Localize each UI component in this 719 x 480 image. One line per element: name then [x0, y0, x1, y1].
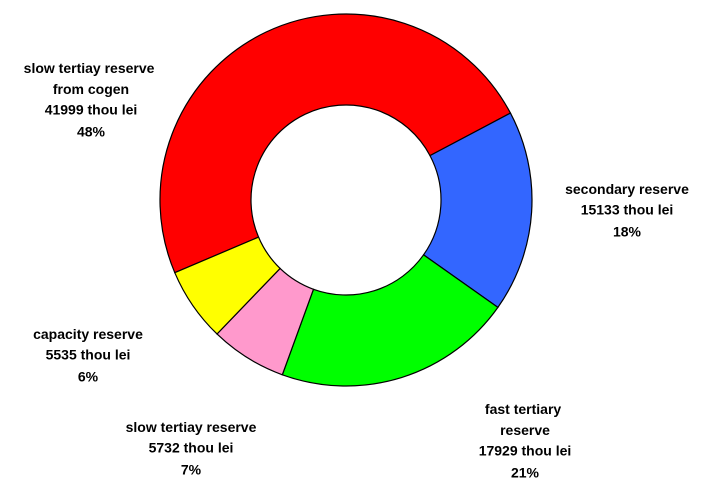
value-label: 17929 thou lei: [479, 443, 572, 459]
label-line: reserve: [500, 422, 550, 438]
percent-label: 6%: [78, 369, 99, 385]
slice-label: capacity reserve: [33, 326, 143, 342]
label-line: from cogen: [53, 81, 129, 97]
percent-label: 48%: [77, 124, 106, 140]
value-label: 41999 thou lei: [45, 102, 138, 118]
percent-label: 21%: [511, 465, 540, 480]
slice-label: slow tertiay reserve from cogen: [24, 60, 159, 97]
value-label: 15133 thou lei: [581, 202, 674, 218]
label-line: slow tertiay reserve: [126, 419, 257, 435]
percent-label: 7%: [181, 462, 202, 478]
slice: [422, 112, 533, 309]
label-line: secondary reserve: [565, 181, 689, 197]
label-line: slow tertiay reserve: [24, 60, 159, 76]
label-line: capacity reserve: [33, 326, 143, 342]
value-label: 5535 thou lei: [46, 347, 131, 363]
slice-label: fast tertiary reserve: [485, 401, 565, 438]
slice: [173, 236, 281, 335]
slice-label: slow tertiay reserve: [126, 419, 257, 435]
percent-label: 18%: [613, 224, 642, 240]
slice: [281, 253, 499, 387]
slice-label: secondary reserve: [565, 181, 689, 197]
label-line: fast tertiary: [485, 401, 565, 417]
slice: [159, 13, 512, 274]
value-label: 5732 thou lei: [149, 440, 234, 456]
